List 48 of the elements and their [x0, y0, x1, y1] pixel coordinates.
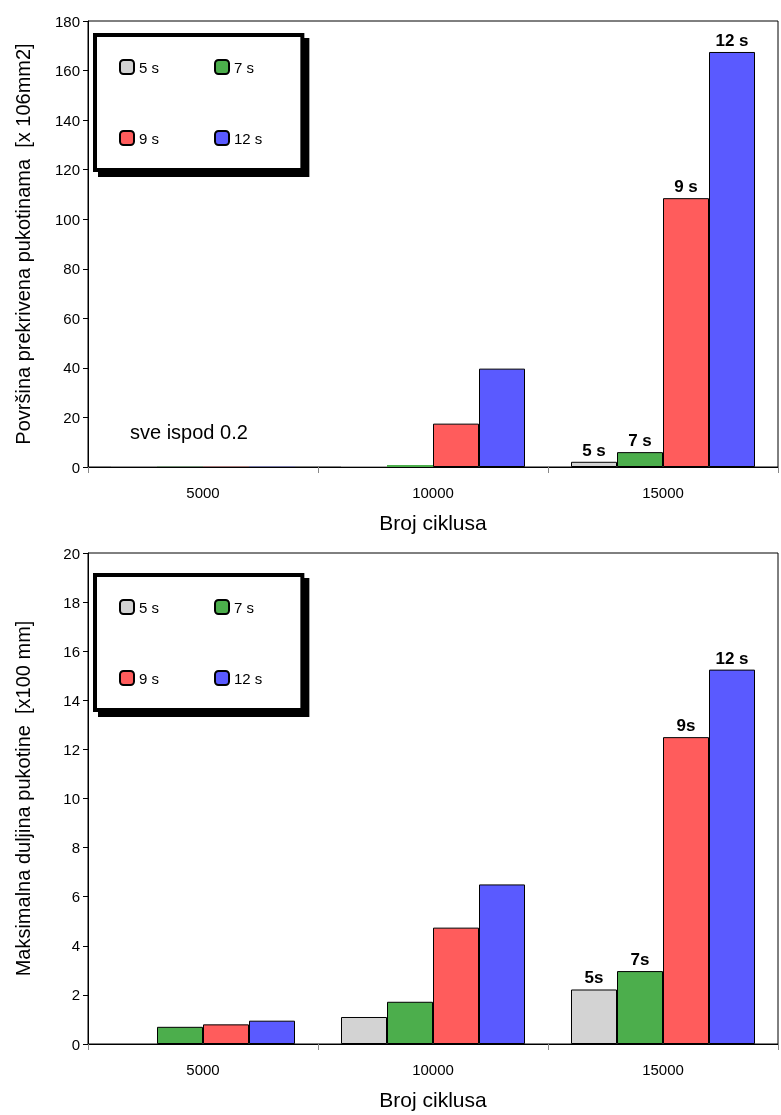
x-tick-label: 10000 [412, 484, 454, 501]
y-tick-label: 0 [71, 1035, 80, 1053]
x-tick-label: 10000 [412, 1061, 454, 1078]
y-tick-label: 2 [71, 986, 80, 1004]
annotation: 5 s [582, 440, 606, 460]
x-tick-label: 15000 [642, 1061, 684, 1078]
legend-label: 7 s [234, 598, 255, 616]
legend-label: 7 s [234, 58, 255, 76]
annotation: 5s [584, 968, 604, 988]
y-tick-label: 20 [63, 408, 80, 426]
legend-label: 5 s [139, 598, 160, 616]
annotation: 12 s [715, 648, 749, 668]
y-tick-label: 16 [63, 642, 80, 660]
x-axis-title: Broj ciklusa [379, 511, 487, 534]
annotation: 7 s [628, 431, 652, 451]
y-tick-label: 14 [63, 691, 80, 709]
y-tick-label: 20 [63, 544, 80, 562]
legend-label: 5 s [139, 58, 160, 76]
y-tick-label: 10 [63, 790, 80, 807]
annotation: 7s [630, 950, 650, 970]
y-tick-label: 120 [54, 161, 80, 179]
x-axis-title: Broj ciklusa [379, 1088, 487, 1111]
y-tick-label: 100 [54, 210, 80, 228]
y-tick-label: 60 [63, 309, 80, 327]
annotation: 9 s [674, 177, 698, 197]
x-tick-label: 15000 [642, 484, 684, 501]
y-tick-label: 18 [63, 593, 80, 611]
legend-label: 12 s [234, 129, 263, 147]
x-tick-label: 5000 [186, 484, 220, 501]
y-tick-label: 140 [54, 111, 80, 129]
y-tick-label: 80 [63, 260, 80, 278]
y-tick-label: 4 [71, 937, 80, 955]
y-axis-title: Maksimalna duljina pukotine [x100 mm] [12, 620, 34, 977]
y-tick-label: 8 [71, 839, 80, 857]
y-tick-label: 180 [54, 12, 80, 30]
legend-label: 9 s [139, 129, 160, 147]
y-tick-label: 40 [63, 359, 80, 377]
y-axis-title: Površina prekrivena pukotinama [x 106mm2] [12, 43, 34, 445]
annotation: sve ispod 0.2 [130, 421, 248, 443]
annotation: 9s [676, 716, 696, 736]
x-tick-label: 5000 [186, 1061, 220, 1078]
legend-label: 12 s [234, 669, 263, 687]
legend-label: 9 s [139, 669, 160, 687]
y-tick-label: 0 [71, 458, 80, 476]
y-tick-label: 160 [54, 62, 80, 80]
y-tick-label: 12 [63, 740, 80, 758]
annotation: 12 s [715, 30, 749, 50]
y-tick-label: 6 [71, 888, 80, 906]
